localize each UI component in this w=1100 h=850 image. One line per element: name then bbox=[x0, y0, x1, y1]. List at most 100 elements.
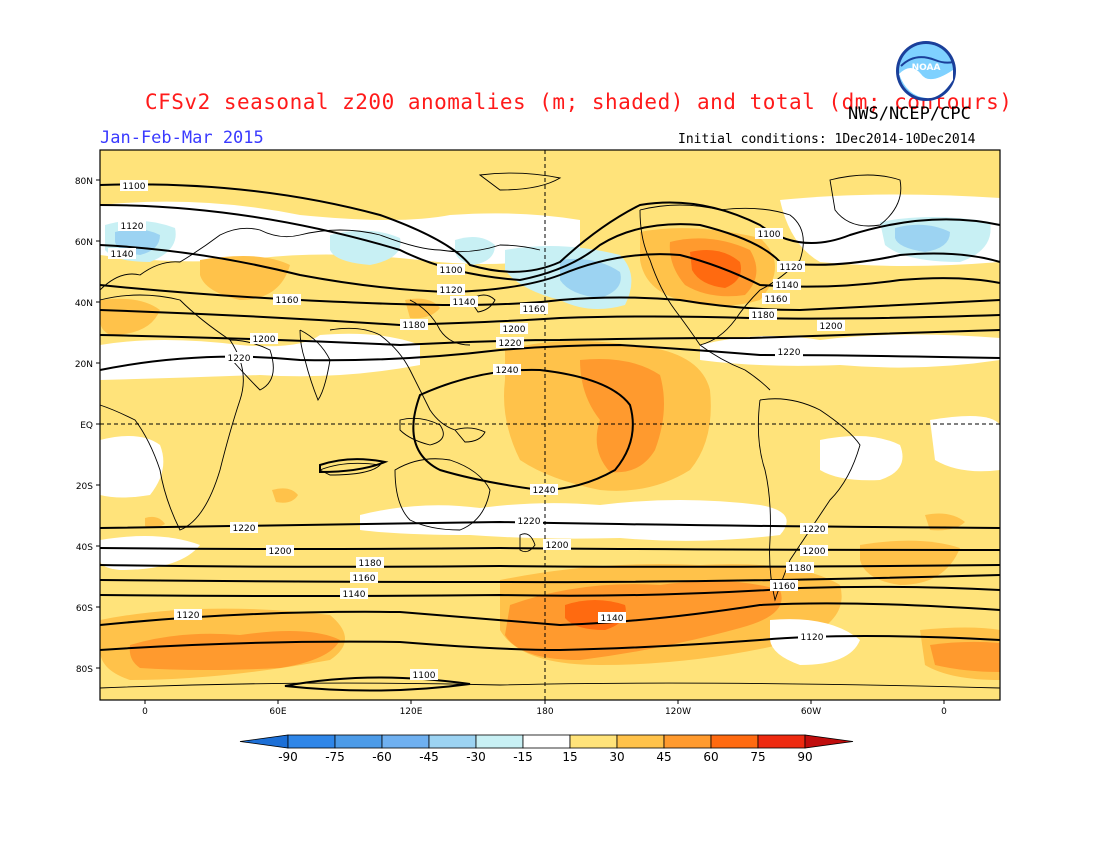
contour-label-1160-b: 1160 bbox=[520, 303, 548, 315]
contour-label-1100-d: 1100 bbox=[410, 669, 438, 681]
svg-text:1140: 1140 bbox=[453, 298, 476, 308]
colorbar-label: 15 bbox=[562, 750, 577, 764]
contour-label-1200-e: 1200 bbox=[543, 539, 571, 551]
contour-label-1240-a: 1240 bbox=[493, 364, 521, 376]
colorbar-label: -90 bbox=[278, 750, 298, 764]
svg-text:1140: 1140 bbox=[343, 590, 366, 600]
longitude-labels: 0 60E 120E 180 120W 60W 0 bbox=[142, 707, 947, 717]
contour-label-1180-e: 1180 bbox=[786, 562, 814, 574]
colorbar-arrow-low bbox=[239, 734, 289, 749]
lat-label-80s: 80S bbox=[76, 665, 93, 675]
svg-text:1200: 1200 bbox=[503, 325, 526, 335]
colorbar-label: -45 bbox=[419, 750, 439, 764]
contour-label-1140-c: 1140 bbox=[773, 279, 801, 291]
svg-text:1240: 1240 bbox=[533, 486, 556, 496]
colorbar-label: 45 bbox=[656, 750, 671, 764]
svg-text:1120: 1120 bbox=[121, 222, 144, 232]
colorbar-label: -60 bbox=[372, 750, 392, 764]
svg-text:1100: 1100 bbox=[758, 230, 781, 240]
lat-label-40s: 40S bbox=[76, 543, 93, 553]
contour-label-1140-e: 1140 bbox=[598, 612, 626, 624]
lon-label-180: 180 bbox=[536, 707, 553, 717]
lon-label-60e: 60E bbox=[269, 707, 286, 717]
contour-label-1200-d: 1200 bbox=[266, 545, 294, 557]
colorbar: -90 -75 -60 -45 -30 -15 15 30 45 60 75 90 bbox=[239, 734, 854, 764]
anomaly-shading bbox=[100, 150, 1000, 700]
svg-text:1200: 1200 bbox=[253, 335, 276, 345]
svg-text:1220: 1220 bbox=[233, 524, 256, 534]
longitude-axis bbox=[144, 700, 945, 704]
svg-text:1240: 1240 bbox=[496, 366, 519, 376]
coastlines bbox=[99, 172, 1001, 689]
colorbar-swatch bbox=[287, 734, 336, 749]
initial-conditions-label: Initial conditions: 1Dec2014-10Dec2014 bbox=[678, 132, 976, 147]
contour-label-1200-a: 1200 bbox=[250, 333, 278, 345]
contour-label-1120-d: 1120 bbox=[174, 609, 202, 621]
lat-label-20n: 20N bbox=[75, 360, 93, 370]
lon-label-120w: 120W bbox=[665, 707, 691, 717]
lat-label-80n: 80N bbox=[75, 177, 93, 187]
svg-text:1120: 1120 bbox=[440, 286, 463, 296]
colorbar-swatch bbox=[475, 734, 524, 749]
contour-label-1200-c: 1200 bbox=[817, 320, 845, 332]
contour-label-set: 1100 1120 1140 1160 1180 1200 1220 1100 … bbox=[108, 180, 845, 681]
contour-label-1160-a: 1160 bbox=[273, 294, 301, 306]
svg-text:1200: 1200 bbox=[803, 547, 826, 557]
colorbar-swatch bbox=[522, 734, 571, 749]
svg-text:1180: 1180 bbox=[789, 564, 812, 574]
colorbar-swatch bbox=[428, 734, 477, 749]
noaa-logo-icon: NOAA bbox=[896, 41, 956, 101]
svg-text:1160: 1160 bbox=[765, 295, 788, 305]
contour-label-1220-b: 1220 bbox=[496, 337, 524, 349]
map-title: CFSv2 seasonal z200 anomalies (m; shaded… bbox=[145, 90, 1013, 114]
colorbar-swatch bbox=[616, 734, 665, 749]
contour-label-1220-d: 1220 bbox=[230, 522, 258, 534]
contour-label-1220-e: 1220 bbox=[515, 515, 543, 527]
lat-label-eq: EQ bbox=[80, 421, 93, 431]
colorbar-label: -75 bbox=[325, 750, 345, 764]
contour-label-1180-a: 1180 bbox=[400, 319, 428, 331]
lat-label-20s: 20S bbox=[76, 482, 93, 492]
contour-label-1200-f: 1200 bbox=[800, 545, 828, 557]
lat-label-40n: 40N bbox=[75, 299, 93, 309]
map-frame bbox=[99, 149, 1001, 701]
contour-label-1100-c: 1100 bbox=[755, 228, 783, 240]
contour-label-1180-d: 1180 bbox=[356, 557, 384, 569]
contour-label-1140-d: 1140 bbox=[340, 588, 368, 600]
svg-text:1180: 1180 bbox=[752, 311, 775, 321]
svg-text:1140: 1140 bbox=[601, 614, 624, 624]
svg-text:1180: 1180 bbox=[359, 559, 382, 569]
svg-text:1100: 1100 bbox=[413, 671, 436, 681]
colorbar-swatch bbox=[663, 734, 712, 749]
agency-label: NWS/NCEP/CPC bbox=[848, 104, 971, 124]
colorbar-swatch bbox=[334, 734, 383, 749]
svg-text:1100: 1100 bbox=[440, 266, 463, 276]
contour-label-1200-b: 1200 bbox=[500, 323, 528, 335]
svg-text:1220: 1220 bbox=[499, 339, 522, 349]
svg-text:1200: 1200 bbox=[820, 322, 843, 332]
svg-text:1220: 1220 bbox=[518, 517, 541, 527]
contour-label-1180-c: 1180 bbox=[749, 309, 777, 321]
contour-label-1160-e: 1160 bbox=[770, 580, 798, 592]
lat-label-60s: 60S bbox=[76, 604, 93, 614]
svg-text:1200: 1200 bbox=[269, 547, 292, 557]
svg-text:1180: 1180 bbox=[403, 321, 426, 331]
contour-label-1220-f: 1220 bbox=[800, 523, 828, 535]
season-label: Jan-Feb-Mar 2015 bbox=[100, 128, 264, 148]
svg-text:1220: 1220 bbox=[778, 348, 801, 358]
lat-label-60n: 60N bbox=[75, 238, 93, 248]
reference-lines bbox=[100, 150, 1000, 700]
colorbar-label: -15 bbox=[513, 750, 533, 764]
contour-label-1160-c: 1160 bbox=[762, 293, 790, 305]
colorbar-swatch bbox=[381, 734, 430, 749]
contour-label-1220-c: 1220 bbox=[775, 346, 803, 358]
svg-text:1160: 1160 bbox=[353, 574, 376, 584]
contour-label-1120-c: 1120 bbox=[777, 261, 805, 273]
svg-text:1220: 1220 bbox=[228, 354, 251, 364]
contour-label-1100-a: 1100 bbox=[120, 180, 148, 192]
contour-label-1220-a: 1220 bbox=[225, 352, 253, 364]
svg-text:1140: 1140 bbox=[111, 250, 134, 260]
latitude-labels: 80N 60N 40N 20N EQ 20S 40S 60S 80S bbox=[75, 177, 93, 675]
svg-text:1100: 1100 bbox=[123, 182, 146, 192]
